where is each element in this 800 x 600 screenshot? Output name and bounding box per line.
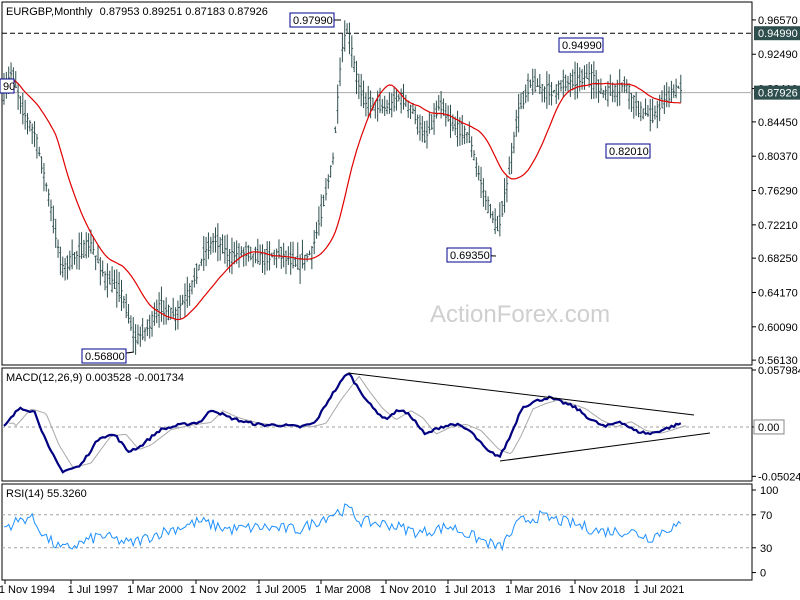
y-axis-labels: 0.965700.924900.884100.844500.803700.762… (752, 15, 800, 580)
rsi-line (3, 503, 682, 552)
rsi-tick-label: 100 (760, 485, 778, 497)
y-tick-label: 0.76290 (758, 186, 798, 198)
ohlc-label: 0.87953 0.89251 0.87183 0.87926 (100, 6, 268, 18)
x-tick-label: 1 Jul 2013 (445, 584, 496, 596)
rsi-tick-label: 30 (760, 543, 772, 555)
macd-tick-label: 0.057984 (758, 365, 800, 377)
callout-label-high_2008: 0.97990 (293, 15, 333, 27)
x-axis-labels: 1 Nov 1994 1 Jul 1997 1 Mar 2000 1 Nov 2002… (0, 580, 684, 596)
y-tick-label: 0.92490 (758, 49, 798, 61)
y-tick-label: 0.72210 (758, 220, 798, 232)
macd-layer (3, 372, 686, 474)
price-callouts: 90 0.97990 0.94990 0.56800 0.69350 0.82010 (0, 12, 651, 364)
callout-label-low_2020: 0.82010 (609, 146, 649, 158)
symbol-label: EURGBP,Monthly (6, 6, 93, 18)
current-price-tag-label: 0.87926 (758, 88, 798, 100)
x-tick-label: 1 Jul 2021 (634, 584, 685, 596)
watermark: ActionForex.com (430, 301, 610, 328)
callout-box (446, 247, 492, 263)
macd-main-line (3, 372, 682, 474)
resistance-price-tag-label: 0.94990 (758, 28, 798, 40)
callout-label-left_partial: 90 (3, 81, 15, 93)
rsi-label: RSI(14) 55.3260 (6, 488, 87, 500)
callout-box (605, 143, 651, 159)
x-tick-label: 1 Nov 2002 (190, 584, 246, 596)
x-tick-label: 1 Nov 1994 (0, 584, 55, 596)
callout-label-low_2015: 0.69350 (450, 250, 490, 262)
y-tick-label: 0.60090 (758, 322, 798, 334)
callout-box (289, 12, 335, 28)
panel-frame-1 (1, 1, 753, 366)
rsi-layer (3, 503, 682, 552)
y-tick-label: 0.64170 (758, 287, 798, 299)
y-tick-label: 0.96570 (758, 15, 798, 27)
x-tick-label: 1 Mar 2000 (127, 584, 183, 596)
y-tick-label: 0.56130 (758, 355, 798, 367)
macd-zero-tag-label: 0.00 (758, 422, 779, 434)
macd-label: MACD(12,26,9) 0.003528 -0.001734 (6, 372, 184, 384)
callout-label-low_2000: 0.56800 (85, 351, 125, 363)
panel-frame-3 (1, 483, 753, 581)
x-tick-label: 1 Mar 2016 (505, 584, 561, 596)
rsi-tick-label: 0 (760, 568, 766, 580)
callout-box (0, 78, 15, 94)
macd-signal-line (9, 375, 686, 468)
rsi-tick-label: 70 (760, 510, 772, 522)
resistance-price-tag (754, 26, 800, 41)
macd-zero-tag (753, 419, 785, 435)
price-bars (2, 20, 682, 355)
x-tick-label: 1 Jul 1997 (68, 584, 119, 596)
chart-header: EURGBP,Monthly 0.87953 0.89251 0.87183 0… (6, 6, 268, 18)
current-price-tag (754, 85, 800, 100)
x-tick-label: 1 Nov 2010 (380, 584, 436, 596)
macd-lower-trendline (499, 432, 711, 462)
moving-average-layer (3, 79, 681, 321)
y-tick-label: 0.80370 (758, 151, 798, 163)
y-tick-label: 0.84450 (758, 117, 798, 129)
macd-trendlines (347, 372, 711, 462)
callout-box (558, 37, 604, 53)
x-tick-label: 1 Nov 2018 (569, 584, 625, 596)
moving-average-line (3, 79, 681, 321)
callout-label-high_2016: 0.94990 (562, 40, 602, 52)
x-tick-label: 1 Jul 2005 (256, 584, 307, 596)
y-tick-label: 0.68250 (758, 253, 798, 265)
macd-upper-trendline (347, 372, 695, 416)
x-tick-label: 1 Mar 2008 (315, 584, 371, 596)
chart-panels (1, 1, 753, 581)
panel-frame-2 (1, 367, 753, 482)
callout-box (81, 348, 127, 364)
